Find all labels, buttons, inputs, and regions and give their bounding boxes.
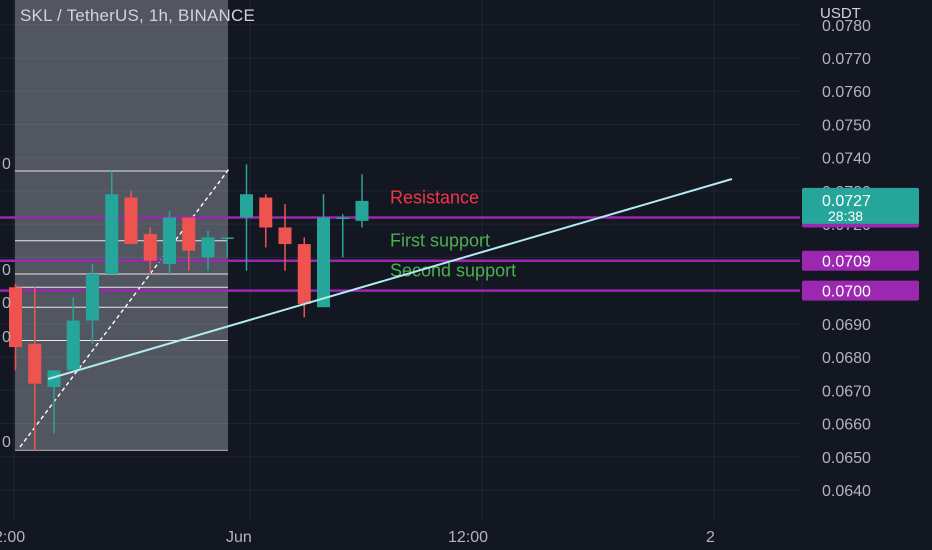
candle[interactable] — [28, 287, 42, 451]
candle[interactable] — [124, 190, 138, 245]
last-price-value: 0.0727 — [822, 193, 871, 210]
candle-body — [355, 200, 369, 221]
price-tick-label: 0.0740 — [822, 151, 871, 168]
time-tick-label: 12:00 — [448, 529, 488, 546]
fib-retracement-levels — [15, 170, 228, 451]
candle-body — [86, 273, 99, 321]
candle[interactable] — [66, 297, 80, 371]
price-tick-label: 0.0770 — [822, 51, 871, 68]
fib-tick-label: 0 — [2, 295, 11, 312]
fib-tick-labels: 0 0 0 0 0 — [2, 156, 11, 451]
candle-body — [259, 197, 273, 228]
time-tick-label: Jun — [226, 529, 252, 546]
candle[interactable] — [317, 194, 330, 308]
price-axis: 0.07800.07700.07600.07500.07400.07300.07… — [800, 0, 932, 550]
candles — [9, 164, 369, 451]
candle[interactable] — [240, 164, 253, 271]
candle-body — [66, 320, 80, 371]
level-price-tag: 0.0709 — [802, 250, 919, 271]
price-tick-label: 0.0650 — [822, 450, 871, 467]
time-axis: 2:00 Jun 12:00 2 — [0, 522, 800, 550]
bar-countdown: 28:38 — [828, 208, 863, 224]
candle[interactable] — [182, 217, 196, 271]
symbol-title: SKL / TetherUS, 1h, BINANCE — [20, 6, 255, 25]
candle-body — [182, 217, 196, 251]
candle-body — [28, 343, 42, 384]
candle-body — [124, 197, 138, 245]
tag-bg — [802, 250, 919, 271]
fib-diagonal-line[interactable] — [19, 168, 230, 448]
candle-body — [278, 227, 292, 245]
price-tick-label: 0.0780 — [822, 18, 871, 35]
candle-body — [143, 234, 157, 261]
candle[interactable] — [163, 210, 176, 274]
price-axis-bg[interactable] — [800, 0, 932, 550]
level-price-tag: 0.0700 — [802, 280, 919, 301]
time-axis-bg[interactable] — [0, 522, 800, 550]
candle[interactable] — [47, 370, 61, 434]
candle-body — [9, 287, 22, 348]
price-tick-label: 0.0750 — [822, 117, 871, 134]
fib-tick-label: 0 — [2, 434, 11, 451]
fib-tick-label: 0 — [2, 262, 11, 279]
price-tick-label: 0.0640 — [822, 483, 871, 500]
price-tick-label: 0.0760 — [822, 84, 871, 101]
candle-body — [220, 237, 234, 239]
candle[interactable] — [259, 194, 273, 248]
candle[interactable] — [143, 227, 157, 274]
candle-body — [163, 217, 176, 265]
last-price-bg — [802, 187, 919, 224]
level-label: Second support — [390, 261, 516, 281]
tag-label: 0.0709 — [822, 254, 871, 271]
candle-body — [336, 217, 350, 220]
candle-body — [47, 370, 61, 387]
candle[interactable] — [105, 170, 119, 274]
candle[interactable] — [201, 230, 215, 271]
candle-body — [105, 194, 119, 274]
fib-tick-label: 0 — [2, 156, 11, 173]
candle-body — [240, 194, 253, 218]
price-tick-label: 0.0660 — [822, 417, 871, 434]
level-label: Resistance — [390, 188, 479, 208]
candle[interactable] — [220, 237, 234, 258]
candle[interactable] — [278, 204, 292, 271]
tag-bg — [802, 280, 919, 301]
trend-line[interactable] — [47, 178, 733, 380]
price-tick-label: 0.0680 — [822, 350, 871, 367]
time-tick-label: 2:00 — [0, 529, 25, 546]
candle-body — [201, 237, 215, 258]
tag-label: 0.0700 — [822, 284, 871, 301]
price-tick-label: 0.0670 — [822, 383, 871, 400]
candle[interactable] — [9, 283, 22, 371]
level-label: First support — [390, 231, 490, 251]
quote-currency-label: USDT — [820, 5, 861, 22]
candle-body — [317, 217, 330, 308]
fib-tick-label: 0 — [2, 329, 11, 346]
time-tick-label: 2 — [706, 529, 715, 546]
candle[interactable] — [336, 214, 350, 258]
candle-body — [297, 244, 311, 304]
candle[interactable] — [355, 174, 369, 228]
price-tick-label: 0.0690 — [822, 317, 871, 334]
candle[interactable] — [86, 264, 99, 344]
fib-retracement-zone — [15, 0, 228, 449]
